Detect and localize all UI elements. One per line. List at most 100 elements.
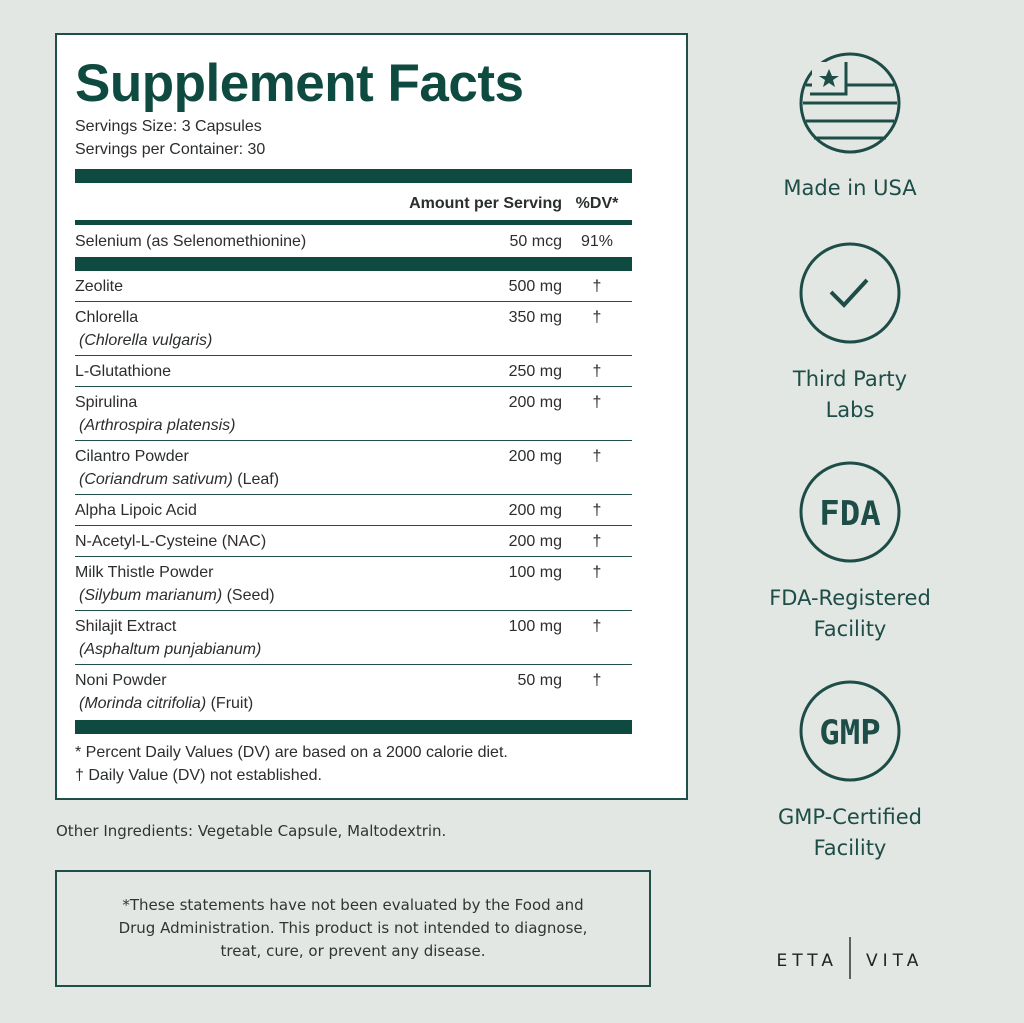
- plant-part: (Leaf): [237, 471, 280, 488]
- ingredient-row: Chlorella (Chlorella vulgaris) 350 mg †: [75, 302, 632, 355]
- dv: †: [592, 672, 602, 689]
- amount: 500 mg: [508, 278, 562, 295]
- badge-label: Third Party Labs: [730, 364, 970, 426]
- amount: 100 mg: [508, 564, 562, 581]
- ingredient: Chlorella (Chlorella vulgaris): [75, 306, 452, 352]
- latin-name: (Coriandrum sativum): [79, 471, 233, 488]
- dv: †: [592, 448, 602, 465]
- footnotes: * Percent Daily Values (DV) are based on…: [75, 741, 632, 787]
- amount-header: Amount per Serving: [409, 195, 562, 212]
- brand-left: ETTA: [776, 951, 838, 971]
- label-line: Labs: [825, 398, 875, 422]
- dv: †: [592, 309, 602, 326]
- row-divider: [75, 301, 632, 302]
- amount: 200 mg: [508, 533, 562, 550]
- brand-right: VITA: [866, 951, 923, 971]
- sub-line: (Coriandrum sativum) (Leaf): [75, 468, 452, 491]
- dv-header: %DV*: [575, 195, 619, 212]
- ingredient: Noni Powder (Morinda citrifolia) (Fruit): [75, 669, 452, 715]
- serving-size: Servings Size: 3 Capsules: [75, 118, 262, 135]
- name: Cilantro Powder: [75, 448, 189, 465]
- latin-name: (Asphaltum punjabianum): [79, 641, 262, 658]
- amount: 350 mg: [508, 309, 562, 326]
- ingredient: Alpha Lipoic Acid: [75, 499, 452, 522]
- dv: †: [592, 502, 602, 519]
- dv: †: [592, 278, 602, 295]
- badge-label: GMP-Certified Facility: [730, 802, 970, 864]
- title: Supplement Facts: [75, 54, 524, 113]
- ingredient-row: Milk Thistle Powder (Silybum marianum) (S…: [75, 557, 632, 610]
- label-line: FDA-Registered: [769, 586, 931, 610]
- featured-row: Selenium (as Selenomethionine) 50 mcg 91%: [75, 225, 632, 257]
- ingredient-row: Noni Powder (Morinda citrifolia) (Fruit) 5…: [75, 665, 632, 718]
- other-ingredients: Other Ingredients: Vegetable Capsule, Ma…: [56, 822, 447, 840]
- dv: †: [592, 564, 602, 581]
- supplement-facts-panel: Supplement Facts Servings Size: 3 Capsul…: [55, 33, 688, 800]
- name: Milk Thistle Powder: [75, 564, 214, 581]
- name: Spirulina: [75, 394, 138, 411]
- latin-name: (Silybum marianum): [79, 587, 223, 604]
- plant-part: (Fruit): [210, 695, 254, 712]
- dv: †: [592, 618, 602, 635]
- ingredient: Milk Thistle Powder (Silybum marianum) (S…: [75, 561, 452, 607]
- thick-bar: [75, 169, 632, 183]
- amount: 100 mg: [508, 618, 562, 635]
- footnote: † Daily Value (DV) not established.: [75, 767, 322, 784]
- label-line: Facility: [813, 617, 887, 641]
- label-line: GMP-Certified: [778, 805, 922, 829]
- latin-name: (Arthrospira platensis): [79, 417, 236, 434]
- dv: 91%: [580, 233, 614, 250]
- servings-per-container: Servings per Container: 30: [75, 141, 266, 158]
- fda-icon-text: FDA: [819, 494, 880, 534]
- ingredient-row: Spirulina (Arthrospira platensis) 200 mg †: [75, 387, 632, 440]
- ingredient: Cilantro Powder (Coriandrum sativum) (Lea…: [75, 445, 452, 491]
- ingredient: Shilajit Extract (Asphaltum punjabianum): [75, 615, 452, 661]
- name: Shilajit Extract: [75, 618, 177, 635]
- amount: 250 mg: [508, 363, 562, 380]
- label-line: Third Party: [792, 367, 908, 391]
- amount: 50 mg: [517, 672, 562, 689]
- name: Noni Powder: [75, 672, 167, 689]
- row-divider: [75, 440, 632, 441]
- dv: †: [592, 363, 602, 380]
- sub-line: (Arthrospira platensis): [75, 414, 452, 437]
- gmp-icon-text: GMP: [819, 713, 880, 753]
- ingredient-row: Shilajit Extract (Asphaltum punjabianum) 1…: [75, 611, 632, 664]
- sub-line: (Silybum marianum) (Seed): [75, 584, 452, 607]
- ingredient-row: Alpha Lipoic Acid 200 mg †: [75, 495, 632, 525]
- ingredient-row: Cilantro Powder (Coriandrum sativum) (Lea…: [75, 441, 632, 494]
- label-line: Made in USA: [783, 176, 917, 200]
- row-divider: [75, 556, 632, 557]
- dv: †: [592, 394, 602, 411]
- ingredient: Zeolite: [75, 275, 452, 298]
- footnote: * Percent Daily Values (DV) are based on…: [75, 744, 508, 761]
- sub-line: (Morinda citrifolia) (Fruit): [75, 692, 452, 715]
- latin-name: (Chlorella vulgaris): [79, 332, 213, 349]
- dv: †: [592, 533, 602, 550]
- amount: 200 mg: [508, 502, 562, 519]
- name: L-Glutathione: [75, 363, 172, 380]
- plant-part: (Seed): [226, 587, 275, 604]
- row-divider: [75, 494, 632, 495]
- name: Chlorella: [75, 309, 139, 326]
- name: Selenium (as Selenomethionine): [75, 233, 307, 250]
- row-divider: [75, 386, 632, 387]
- badge-label: FDA-Registered Facility: [730, 583, 970, 645]
- label-line: Facility: [813, 836, 887, 860]
- row-divider: [75, 355, 632, 356]
- ingredient-row: L-Glutathione 250 mg †: [75, 356, 632, 386]
- thin-bar: [75, 220, 632, 225]
- row-divider: [75, 525, 632, 526]
- ingredient: N-Acetyl-L-Cysteine (NAC): [75, 530, 452, 553]
- name: Zeolite: [75, 278, 124, 295]
- ingredient-row: Zeolite 500 mg †: [75, 271, 632, 301]
- ingredient-rows: Zeolite 500 mg † Chlorella (Chlorella vulgar…: [75, 271, 632, 718]
- amount: 200 mg: [508, 394, 562, 411]
- disclaimer-box: *These statements have not been evaluate…: [55, 870, 651, 987]
- sub-line: (Asphaltum punjabianum): [75, 638, 452, 661]
- row-divider: [75, 664, 632, 665]
- sub-line: (Chlorella vulgaris): [75, 329, 452, 352]
- amount: 50 mcg: [509, 233, 562, 250]
